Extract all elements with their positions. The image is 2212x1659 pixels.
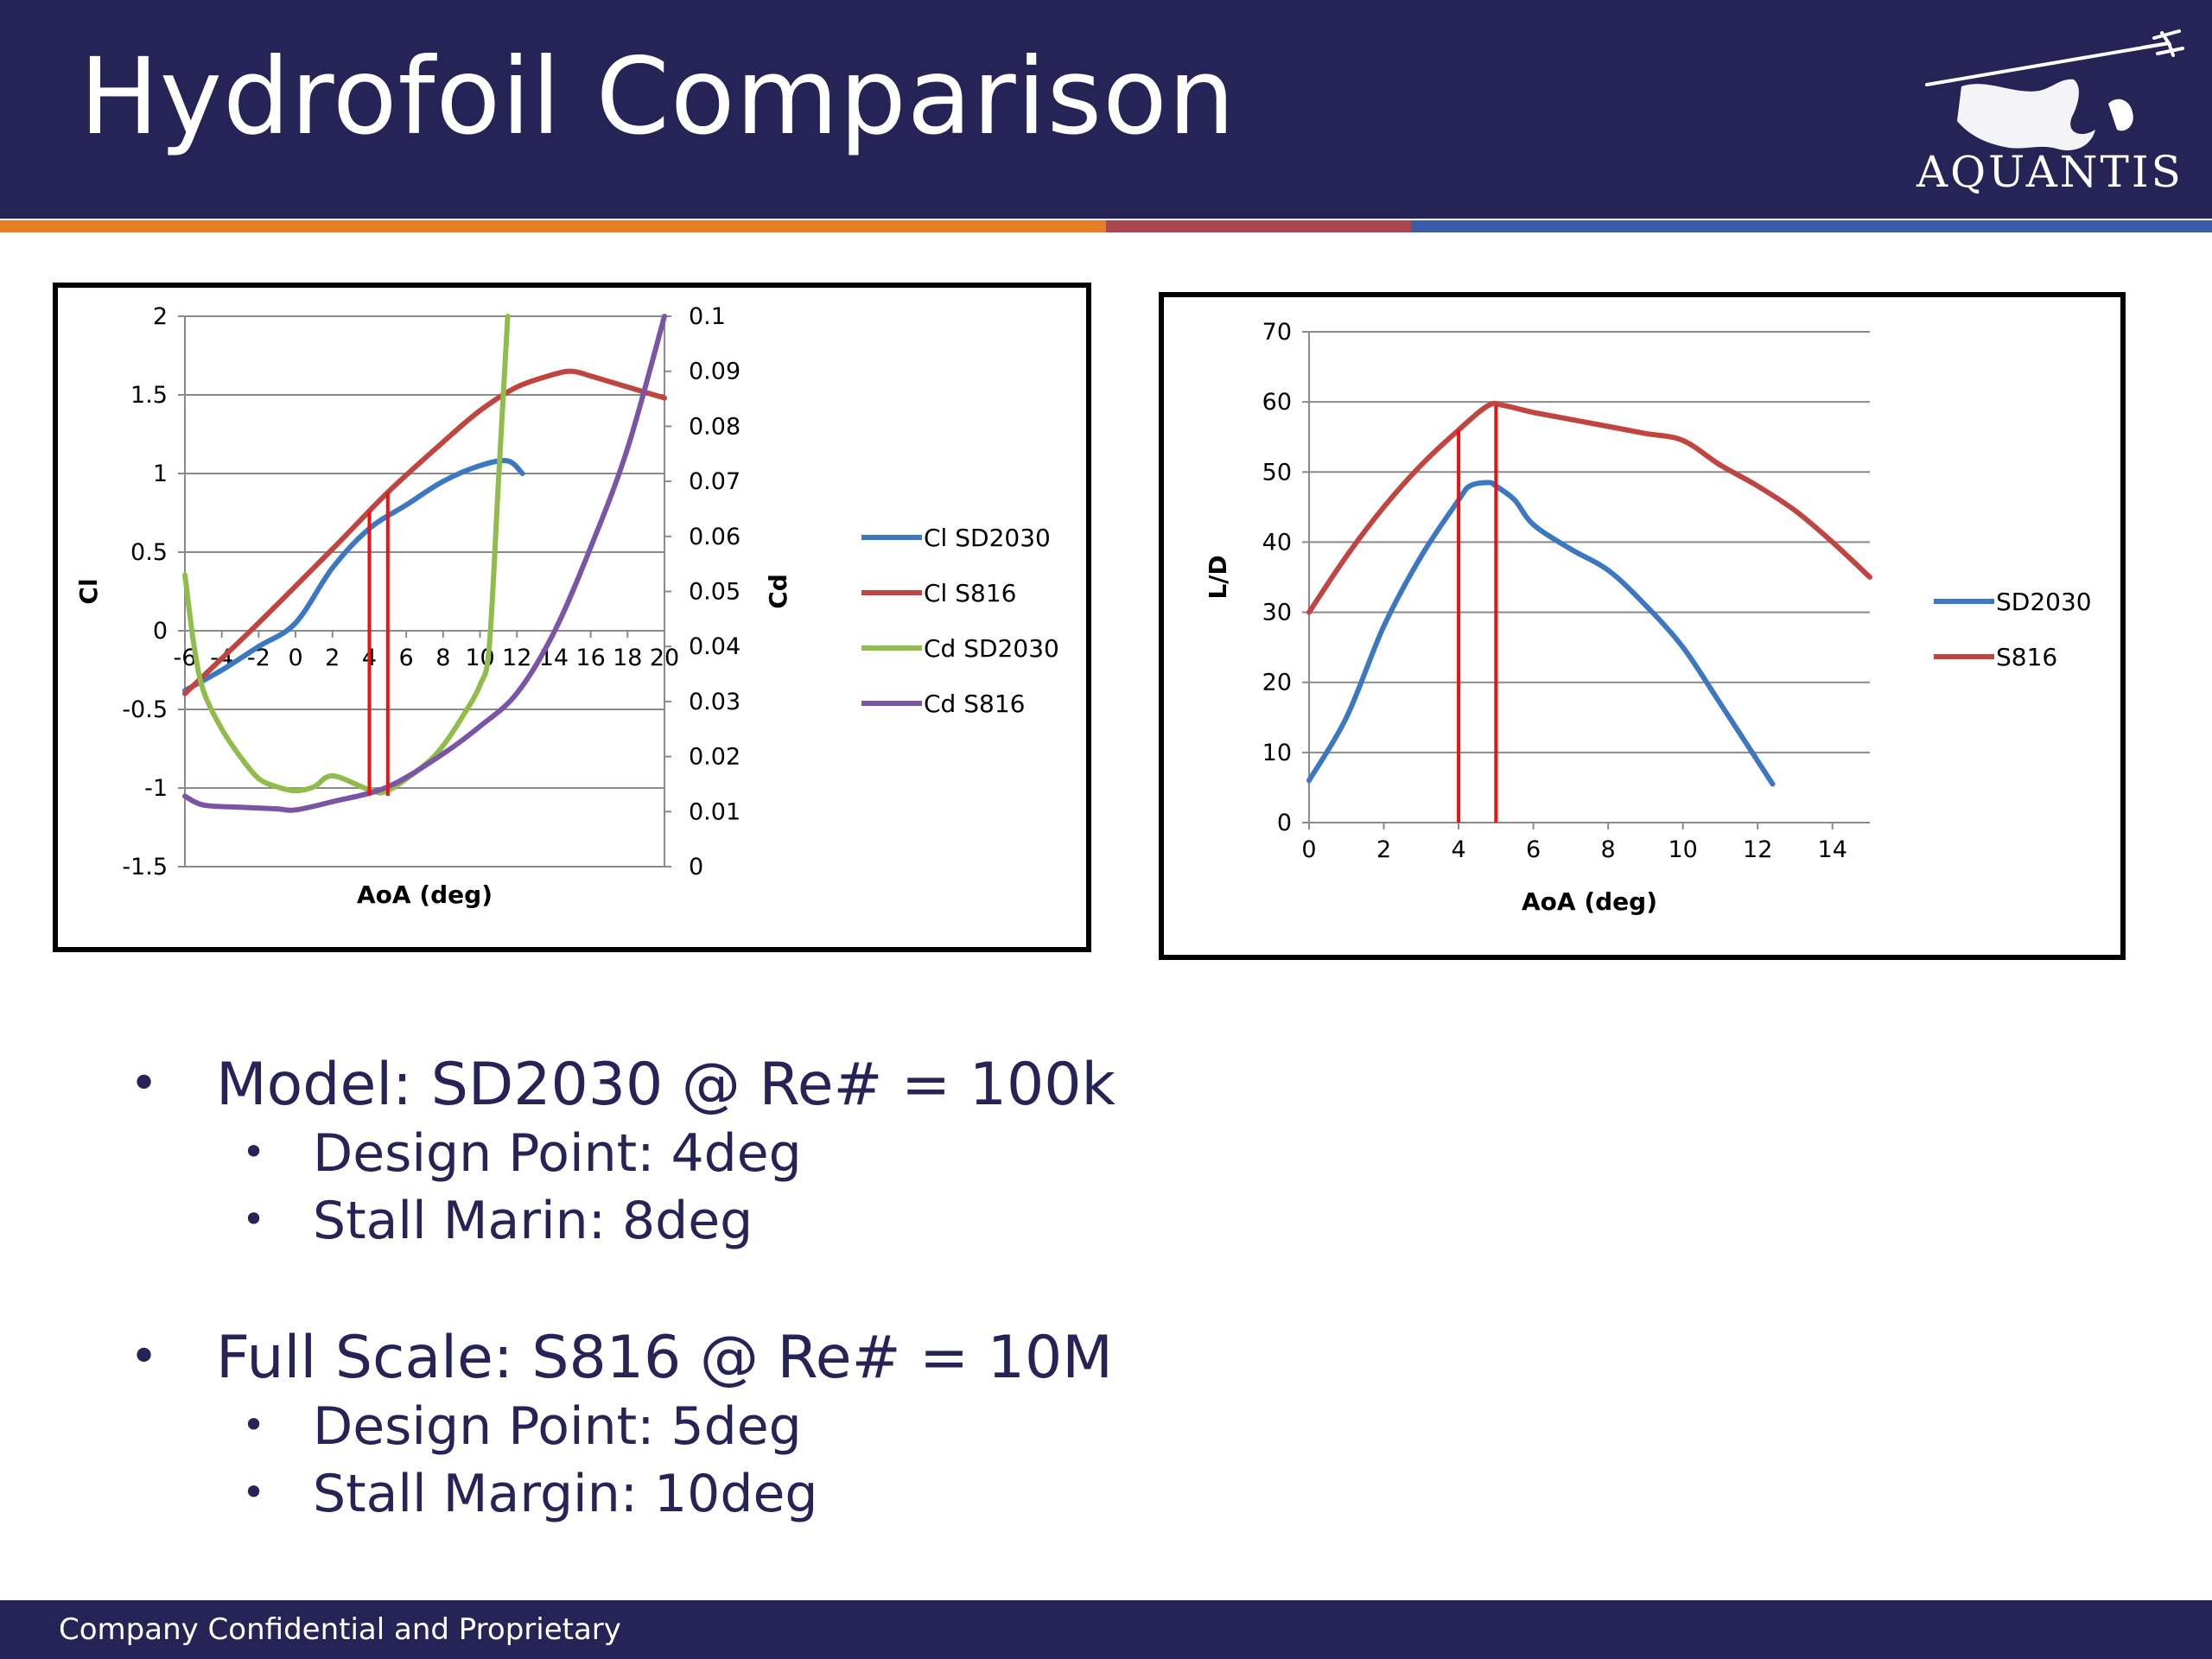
cl-cd-chart-frame: -1.5-1-0.500.511.52-6-4-2024681012141618… <box>53 283 1091 952</box>
x-tick-label: 8 <box>1601 836 1616 863</box>
cl-cd-chart: -1.5-1-0.500.511.52-6-4-2024681012141618… <box>74 303 1059 909</box>
footer-text: Company Confidential and Proprietary <box>59 1612 621 1647</box>
x-tick-label: 12 <box>502 645 531 671</box>
y-tick-label: 0 <box>153 618 168 645</box>
slide-footer: Company Confidential and Proprietary <box>0 1600 2212 1659</box>
x-tick-label: 12 <box>1743 836 1772 863</box>
series-line-sd2030 <box>1306 480 1776 787</box>
bullet-full-scale-design-point: Design Point: 5deg <box>313 1396 802 1457</box>
y-tick-label: 60 <box>1262 389 1292 416</box>
y-tick-label: 70 <box>1262 319 1292 346</box>
ld-chart: 0 10 20 30 40 50 60 70 0 2 4 6 8 10 12 14 AoA (deg) L/D SD… <box>1204 319 2092 916</box>
y-tick-label: 2 <box>153 303 168 330</box>
ld-chart-frame: 0 10 20 30 40 50 60 70 0 2 4 6 8 10 12 14 AoA (deg) L/D SD… <box>1159 292 2126 960</box>
logo-wordmark: AQUANTIS <box>1916 147 2183 197</box>
y-tick-label: -0.5 <box>122 696 168 723</box>
y2-tick-label: 0.07 <box>689 468 741 495</box>
x-tick-label: 10 <box>1668 836 1697 863</box>
y2-tick-label: 0.06 <box>689 524 741 550</box>
bullet-full-scale: Full Scale: S816 @ Re# = 10M <box>216 1324 1113 1392</box>
y-tick-label: 30 <box>1262 600 1292 626</box>
bullet-model-design-point: Design Point: 4deg <box>313 1123 802 1184</box>
stripe-maroon <box>1106 220 1411 232</box>
y2-tick-label: 0.09 <box>689 359 741 385</box>
y-tick-label: -1 <box>144 775 168 802</box>
y-tick-label: 0 <box>1277 810 1292 836</box>
y2-tick-label: 0.02 <box>689 744 741 771</box>
legend-label: Cl SD2030 <box>924 524 1051 552</box>
x-tick-label: 0 <box>1301 836 1316 863</box>
bullet-dot: • <box>242 1469 266 1516</box>
slide-header: Hydrofoil Comparison AQUANTIS <box>0 0 2212 219</box>
trident-logo <box>1925 29 2184 150</box>
stripe-orange <box>0 220 1106 232</box>
y2-axis-label: Cd <box>764 574 792 609</box>
y-tick-label: 0.5 <box>130 539 168 566</box>
bullet-dot: • <box>242 1196 266 1243</box>
legend-label: Cd S816 <box>924 690 1025 718</box>
y-axis-label: L/D <box>1204 555 1232 599</box>
y-tick-label: 40 <box>1262 529 1292 556</box>
x-tick-label: 8 <box>435 645 450 671</box>
y2-tick-label: 0.05 <box>689 579 741 606</box>
x-tick-label: 18 <box>613 645 642 671</box>
bullet-dot: • <box>130 1056 159 1112</box>
bullet-dot: • <box>130 1329 159 1385</box>
y2-tick-label: 0.1 <box>689 303 726 330</box>
x-tick-label: 2 <box>325 645 340 671</box>
y2-tick-label: 0.01 <box>689 798 741 825</box>
legend-label: Cd SD2030 <box>924 634 1059 663</box>
series-line-s816 <box>1306 400 1872 615</box>
x-axis-label: AoA (deg) <box>357 880 493 909</box>
y-tick-label: 20 <box>1262 670 1292 696</box>
y-tick-label: 50 <box>1262 459 1292 486</box>
series-line-cl-s816 <box>182 368 667 696</box>
legend-label: SD2030 <box>1996 588 2092 616</box>
bullet-model-stall-margin: Stall Marin: 8deg <box>313 1191 753 1251</box>
x-tick-label: 6 <box>399 645 414 671</box>
bullet-list: • Model: SD2030 @ Re# = 100k • Design Po… <box>130 1037 1339 1538</box>
bullet-full-scale-stall-margin: Stall Margin: 10deg <box>313 1464 818 1524</box>
bullet-model: Model: SD2030 @ Re# = 100k <box>216 1051 1116 1119</box>
legend-label: S816 <box>1996 643 2057 671</box>
x-tick-label: 6 <box>1526 836 1541 863</box>
y-tick-label: 1.5 <box>130 382 168 409</box>
y2-tick-label: 0.03 <box>689 689 741 715</box>
x-tick-label: 14 <box>1818 836 1847 863</box>
bullet-dot: • <box>242 1402 266 1448</box>
series-line-cd-s816 <box>182 314 667 813</box>
y-tick-label: 10 <box>1262 740 1292 766</box>
stripe-blue <box>1411 220 2212 232</box>
x-tick-label: 4 <box>1451 836 1465 863</box>
header-stripe <box>0 220 2212 232</box>
y-tick-label: 1 <box>153 461 168 487</box>
series-line-cd-sd2030 <box>182 314 511 796</box>
bullet-dot: • <box>242 1128 266 1175</box>
y2-tick-label: 0.04 <box>689 633 741 660</box>
x-tick-label: 2 <box>1376 836 1391 863</box>
y2-tick-label: 0.08 <box>689 413 741 440</box>
y2-tick-label: 0 <box>689 854 703 880</box>
x-tick-label: 0 <box>288 645 302 671</box>
x-axis-label: AoA (deg) <box>1522 887 1657 916</box>
legend-label: Cl S816 <box>924 579 1016 607</box>
y-tick-label: -1.5 <box>122 854 168 880</box>
x-tick-label: 16 <box>575 645 605 671</box>
slide-title: Hydrofoil Comparison <box>79 35 1236 158</box>
y-axis-label: Cl <box>74 578 103 604</box>
